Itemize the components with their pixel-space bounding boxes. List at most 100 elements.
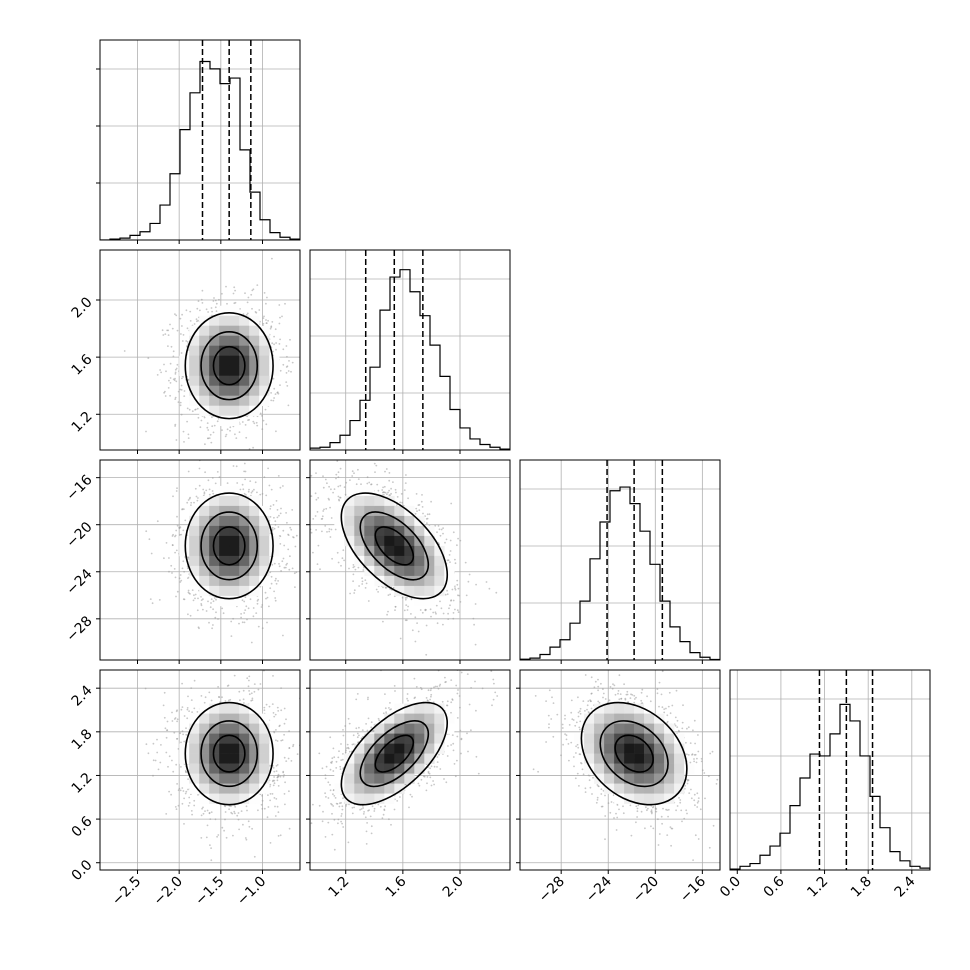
scatter-point: [243, 621, 246, 624]
scatter-point: [332, 451, 334, 453]
scatter-point: [272, 784, 275, 787]
scatter-point: [213, 597, 216, 599]
scatter-point: [214, 616, 217, 619]
scatter-point: [213, 297, 215, 299]
density-cell: [249, 505, 260, 517]
scatter-point: [430, 500, 432, 503]
scatter-point: [176, 515, 178, 518]
scatter-point: [382, 586, 384, 589]
density-cell: [209, 525, 220, 537]
density-cell: [239, 395, 250, 406]
density-cell: [229, 405, 240, 416]
scatter-point: [385, 586, 388, 589]
scatter-point: [158, 599, 161, 601]
density-cell: [394, 565, 405, 577]
scatter-point: [252, 615, 255, 618]
scatter-point: [451, 588, 454, 591]
scatter-point: [240, 613, 243, 615]
scatter-point: [174, 373, 177, 375]
density-cell: [239, 385, 250, 396]
scatter-point: [175, 549, 178, 552]
density-cell: [259, 525, 270, 537]
density-cell: [404, 515, 415, 527]
scatter-point: [250, 293, 253, 296]
density-cell: [269, 365, 280, 376]
scatter-point: [362, 569, 365, 571]
scatter-point: [285, 372, 288, 374]
x-tick-label: 0.6: [761, 873, 788, 900]
scatter-point: [183, 441, 185, 443]
scatter-point: [257, 809, 259, 812]
scatter-point: [418, 509, 421, 512]
density-cell: [249, 565, 260, 577]
scatter-point: [364, 587, 367, 589]
scatter-point: [218, 476, 221, 479]
density-cell: [189, 535, 200, 547]
scatter-point: [335, 473, 338, 476]
density-cell: [364, 535, 375, 547]
scatter-point: [450, 502, 453, 505]
scatter-point: [281, 560, 284, 563]
scatter-point: [180, 579, 183, 582]
scatter-point: [389, 593, 391, 596]
density-cell: [209, 515, 220, 527]
scatter-point: [187, 433, 190, 436]
panel-frame: [99, 459, 301, 661]
scatter-point: [176, 524, 179, 527]
scatter-point: [263, 292, 266, 294]
density-cell: [384, 495, 395, 507]
scatter-point: [197, 597, 199, 600]
scatter-point: [285, 718, 287, 721]
density-cell: [384, 505, 395, 517]
scatter-point: [256, 491, 258, 494]
scatter-point: [467, 580, 470, 583]
scatter-point: [214, 299, 217, 302]
scatter-point: [252, 455, 254, 457]
scatter-point: [225, 660, 227, 662]
scatter-point: [422, 512, 424, 515]
scatter-point: [174, 551, 177, 554]
scatter-point: [243, 462, 246, 465]
scatter-point: [384, 470, 386, 473]
density-cell: [229, 315, 240, 326]
scatter-point: [382, 491, 385, 494]
density-cell: [414, 585, 425, 597]
scatter-point: [164, 395, 167, 397]
scatter-point: [147, 357, 150, 359]
scatter-point: [261, 428, 264, 430]
density-cell: [219, 545, 230, 557]
scatter-point: [181, 340, 184, 342]
scatter-point: [333, 488, 336, 490]
scatter-point: [244, 596, 247, 599]
scatter-point: [303, 548, 305, 550]
panel-frame: [99, 249, 301, 451]
density-cell: [249, 535, 260, 547]
scatter-point: [405, 474, 407, 476]
scatter-point: [246, 677, 249, 680]
scatter-point: [197, 497, 199, 499]
scatter-point: [373, 462, 376, 465]
density-cell: [199, 565, 210, 577]
density-cell: [189, 545, 200, 557]
density-cell: [394, 545, 405, 557]
density-cell: [249, 335, 260, 346]
scatter-point: [454, 588, 457, 591]
scatter-point: [254, 481, 257, 484]
scatter-point: [388, 479, 391, 482]
scatter-point: [191, 589, 194, 591]
density-cell: [259, 555, 270, 567]
scatter-point: [211, 477, 214, 479]
scatter-point: [421, 611, 424, 614]
scatter-point: [286, 562, 288, 565]
scatter-point: [464, 561, 467, 564]
scatter-point: [167, 387, 170, 389]
scatter-point: [239, 488, 242, 491]
scatter-point: [257, 598, 260, 601]
scatter-point: [420, 500, 423, 503]
scatter-point: [271, 342, 274, 345]
scatter-point: [283, 544, 286, 547]
scatter-point: [383, 485, 386, 488]
scatter-point: [360, 483, 362, 486]
scatter-point: [430, 615, 432, 618]
scatter-point: [279, 338, 281, 341]
